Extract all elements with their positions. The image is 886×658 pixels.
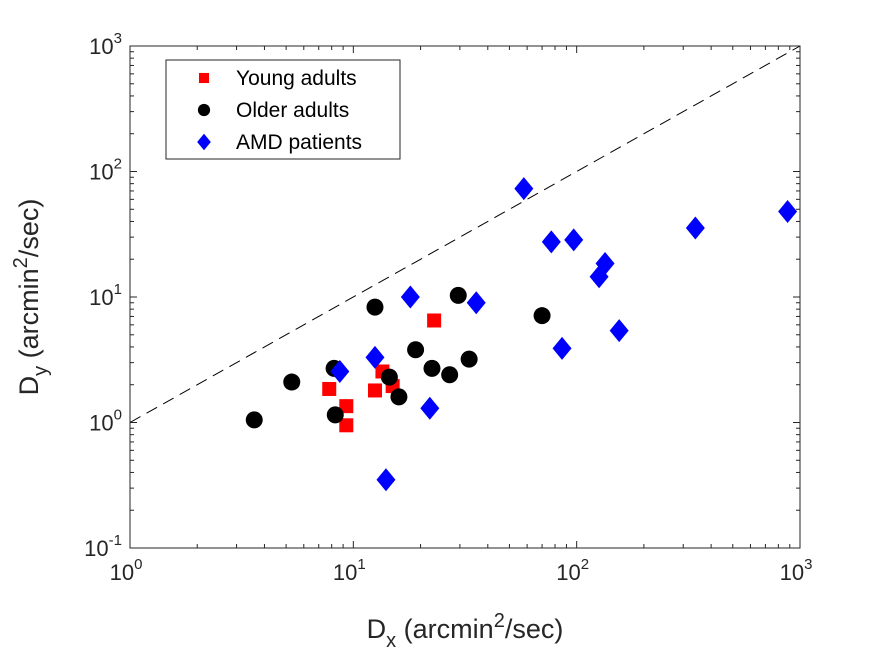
- legend-label: Young adults: [236, 67, 357, 90]
- x-tick-exponent: 2: [581, 556, 589, 573]
- legend-marker-square: [198, 72, 210, 84]
- data-point-square: [367, 383, 382, 398]
- y-axis-label-sub: y: [30, 366, 52, 376]
- data-point-diamond: [514, 177, 534, 201]
- y-axis-label-tail: /sec): [14, 199, 44, 258]
- x-tick-labels: 100 101 102 103: [110, 556, 813, 585]
- x-tick-exponent: 3: [804, 556, 812, 573]
- x-tick-label: 101: [333, 556, 366, 585]
- data-point-diamond: [365, 345, 385, 369]
- data-point-square: [339, 418, 354, 433]
- data-point-diamond: [400, 285, 420, 309]
- data-point-circle: [390, 388, 408, 406]
- legend-item: AMD patients: [197, 131, 362, 154]
- plot-area-border: [129, 45, 801, 549]
- y-tick-label: 100: [89, 407, 122, 436]
- data-point-diamond: [552, 336, 572, 360]
- x-tick-label: 100: [110, 556, 143, 585]
- y-axis-label-main: D: [14, 376, 44, 396]
- y-tick-exponent: 3: [114, 30, 122, 47]
- reference-line-layer: [129, 45, 801, 423]
- x-tick-base: 10: [110, 560, 134, 585]
- y-tick-label: 102: [89, 156, 122, 185]
- y-tick-base: 10: [89, 34, 113, 59]
- y-tick-label: 103: [89, 30, 122, 59]
- data-point-circle: [245, 411, 263, 429]
- x-axis-label: Dx (arcmin2/sec): [367, 610, 564, 652]
- y-tick-base: 10: [89, 285, 113, 310]
- legend-marker-diamond: [197, 133, 211, 151]
- x-tick-exponent: 0: [134, 556, 142, 573]
- x-tick-exponent: 1: [357, 556, 365, 573]
- data-point-circle: [326, 406, 344, 424]
- y-tick-label: 101: [89, 281, 122, 310]
- data-point-diamond: [541, 230, 561, 254]
- data-point-diamond: [778, 200, 798, 224]
- reference-line: [129, 45, 801, 423]
- x-axis-label-unit: (arcmin: [396, 614, 494, 644]
- x-tick-base: 10: [333, 560, 357, 585]
- data-point-diamond: [595, 251, 615, 275]
- data-point-circle: [533, 307, 551, 325]
- x-tick-base: 10: [556, 560, 580, 585]
- data-point-circle: [460, 350, 478, 368]
- y-axis-label: Dy (arcmin2/sec): [10, 199, 52, 396]
- x-axis-label-sup: 2: [494, 610, 505, 632]
- legend-marker-circle: [197, 103, 211, 117]
- data-point-diamond: [685, 216, 705, 240]
- data-point-diamond: [564, 228, 584, 252]
- x-axis-label-tail: /sec): [505, 614, 564, 644]
- y-tick-exponent: 2: [114, 156, 122, 173]
- data-point-circle: [380, 368, 398, 386]
- x-tick-base: 10: [780, 560, 804, 585]
- y-tick-exponent: 0: [114, 407, 122, 424]
- y-tick-exponent: -1: [109, 532, 122, 549]
- y-tick-label: 10-1: [84, 532, 122, 561]
- data-point-diamond: [330, 359, 350, 383]
- data-point-diamond: [466, 291, 486, 315]
- data-point-diamond: [376, 468, 396, 492]
- y-tick-exponent: 1: [114, 281, 122, 298]
- data-point-circle: [441, 366, 459, 384]
- points-layer: [245, 177, 798, 492]
- data-point-circle: [449, 286, 467, 304]
- data-point-square: [322, 381, 337, 396]
- series-diamond: [330, 177, 798, 492]
- y-axis-label-sup: 2: [10, 257, 32, 268]
- y-tick-base: 10: [89, 411, 113, 436]
- data-point-circle: [283, 373, 301, 391]
- data-point-square: [427, 313, 442, 328]
- data-point-circle: [366, 298, 384, 316]
- data-point-diamond: [609, 319, 629, 343]
- legend: Young adults Older adults AMD patients: [165, 59, 401, 160]
- y-axis-label-unit: (arcmin: [14, 268, 44, 366]
- x-tick-label: 103: [780, 556, 813, 585]
- x-tick-label: 102: [556, 556, 589, 585]
- data-point-circle: [423, 359, 441, 377]
- legend-label: AMD patients: [236, 131, 362, 154]
- legend-item: Older adults: [197, 99, 349, 122]
- legend-item: Young adults: [198, 67, 357, 90]
- y-tick-base: 10: [89, 160, 113, 185]
- x-axis-label-main: D: [367, 614, 387, 644]
- legend-label: Older adults: [236, 99, 349, 122]
- y-tick-base: 10: [84, 536, 108, 561]
- legend-items: Young adults Older adults AMD patients: [197, 67, 362, 154]
- data-point-square: [339, 399, 354, 414]
- x-axis-label-sub: x: [386, 630, 396, 652]
- data-point-circle: [407, 341, 425, 359]
- data-point-diamond: [420, 396, 440, 420]
